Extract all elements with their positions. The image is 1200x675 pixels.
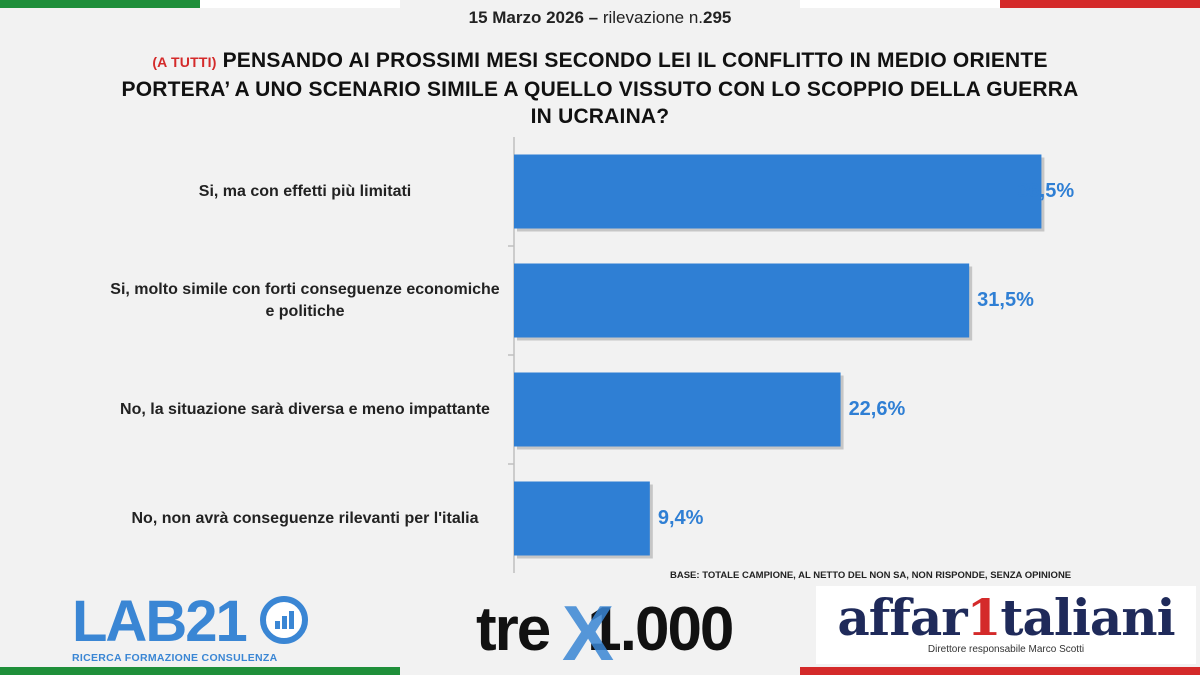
- category-label-2: Si, molto simile con forti conseguenze e…: [110, 280, 500, 320]
- survey-word: rilevazione n.: [602, 8, 704, 27]
- bar-3: [514, 372, 841, 447]
- base-note: BASE: TOTALE CAMPIONE, AL NETTO DEL NON …: [670, 570, 1072, 581]
- flag-stripe-bottom-left: [0, 667, 400, 675]
- category-label-4: No, non avrà conseguenze rilevanti per l…: [131, 509, 479, 527]
- question-line-3: IN UCRAINA?: [530, 105, 670, 128]
- question-line-1: (A TUTTI) PENSANDO AI PROSSIMI MESI SECON…: [40, 47, 1160, 76]
- flag-stripe-bottom-right: [800, 667, 1200, 675]
- question-title: (A TUTTI) PENSANDO AI PROSSIMI MESI SECON…: [40, 47, 1160, 130]
- flag-stripe-top-right: [800, 0, 1200, 8]
- affaritaliani-logo-subtitle: Direttore responsabile Marco Scotti: [927, 644, 1085, 655]
- lab21-logo-subtitle: RICERCA FORMAZIONE CONSULENZA: [72, 652, 278, 664]
- lab21-chart-icon: [260, 596, 308, 644]
- affaritaliani-logo: affar1taliani Direttore responsabile Mar…: [816, 586, 1196, 664]
- tre-x-mille-x-mark: X: [562, 589, 615, 675]
- lab21-logo: LAB21 RICERCA FORMAZIONE CONSULENZA: [72, 592, 312, 667]
- bar-2: [514, 263, 970, 338]
- survey-date: 15 Marzo 2026: [468, 8, 584, 27]
- value-label-4: 9,4%: [657, 506, 704, 529]
- question-text-1: PENSANDO AI PROSSIMI MESI SECONDO LEI IL…: [222, 49, 1048, 72]
- value-label-1: 36,5%: [1017, 179, 1075, 202]
- lab21-logo-word: LAB21: [72, 589, 248, 654]
- value-label-2: 31,5%: [977, 288, 1034, 311]
- bar-4: [514, 481, 650, 556]
- tre-x-mille-logo: tre 1.000 X: [476, 589, 756, 675]
- tre-x-mille-text: tre 1.000: [476, 595, 734, 664]
- survey-dash: –: [588, 8, 599, 27]
- affaritaliani-logo-word: affar1taliani: [837, 588, 1175, 647]
- question-tag: (A TUTTI): [152, 54, 217, 70]
- bar-1: [514, 154, 1042, 229]
- category-label-3: No, la situazione sarà diversa e meno im…: [120, 400, 490, 418]
- flag-stripe-top-left: [0, 0, 400, 8]
- value-label-3: 22,6%: [848, 397, 906, 420]
- survey-header: 15 Marzo 2026 – rilevazione n.295: [0, 8, 1200, 28]
- category-label-1: Si, ma con effetti più limitati: [198, 182, 412, 200]
- survey-number: 295: [703, 8, 732, 27]
- question-line-2: PORTERA’ A UNO SCENARIO SIMILE A QUELLO …: [121, 78, 1079, 101]
